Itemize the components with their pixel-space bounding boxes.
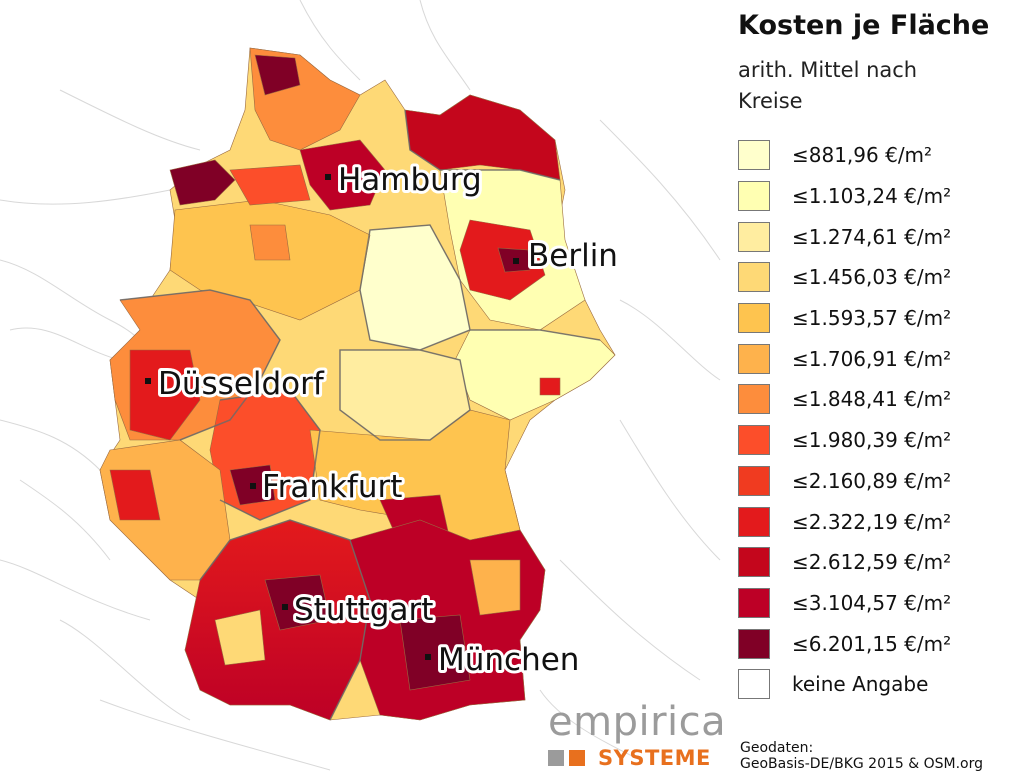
marker-hamburg — [325, 174, 331, 180]
marker-duesseldorf — [145, 378, 151, 384]
marker-berlin — [513, 258, 519, 264]
region-muenchen — [399, 614, 471, 691]
legend-item: ≤3.104,57 €/m² — [738, 583, 1018, 624]
legend-swatch — [738, 140, 770, 171]
state-borders — [119, 109, 601, 721]
legend-swatch — [738, 587, 770, 618]
legend-label: ≤881,96 €/m² — [792, 143, 933, 168]
legend-swatch — [738, 384, 770, 415]
source-line-2: GeoBasis-DE/BKG 2015 & OSM.org — [740, 756, 984, 772]
brand-name: empirica — [548, 699, 727, 745]
logo-square-orange — [569, 750, 585, 766]
legend-item: ≤1.274,61 €/m² — [738, 216, 1018, 257]
legend-swatch — [738, 465, 770, 496]
background-roads — [0, 0, 721, 771]
region-sylt — [254, 54, 301, 96]
legend-label: ≤1.456,03 €/m² — [792, 265, 952, 290]
legend-swatch — [738, 343, 770, 374]
marker-frankfurt — [250, 483, 256, 489]
region-frisia — [169, 159, 236, 206]
legend-swatch — [738, 547, 770, 578]
brand-sub: SYSTEME — [598, 746, 711, 770]
legend-swatch — [738, 628, 770, 659]
map-title: Kosten je Fläche — [738, 10, 990, 41]
region-hamburg — [299, 139, 386, 211]
legend-swatch — [738, 221, 770, 252]
legend-swatch — [738, 262, 770, 293]
region-stuttgart — [264, 574, 331, 631]
legend-item: ≤1.980,39 €/m² — [738, 420, 1018, 461]
legend-swatch — [738, 425, 770, 456]
marker-stuttgart — [282, 604, 288, 610]
city-label-frankfurt: Frankfurt — [262, 469, 402, 505]
legend-label: ≤1.103,24 €/m² — [792, 184, 952, 209]
empirica-logo: empirica SYSTEME — [548, 699, 727, 770]
legend-label: ≤1.593,57 €/m² — [792, 306, 952, 331]
legend-swatch — [738, 506, 770, 537]
legend-item: ≤2.612,59 €/m² — [738, 542, 1018, 583]
legend-label: ≤2.160,89 €/m² — [792, 468, 952, 493]
region-by-east-light — [469, 559, 521, 616]
city-label-muenchen: München — [438, 642, 579, 678]
legend-item: ≤6.201,15 €/m² — [738, 623, 1018, 664]
legend-label: ≤1.848,41 €/m² — [792, 387, 952, 412]
region-saar — [109, 469, 161, 521]
marker-muenchen — [425, 654, 431, 660]
region-dresden — [539, 377, 561, 396]
source-note: Geodaten: GeoBasis-DE/BKG 2015 & OSM.org — [740, 740, 983, 772]
germany-cost-map: Hamburg Berlin Düsseldorf Frankfurt Stut… — [0, 0, 721, 771]
legend-swatch — [738, 181, 770, 212]
legend-label: ≤6.201,15 €/m² — [792, 631, 952, 656]
legend-item: ≤2.160,89 €/m² — [738, 461, 1018, 502]
city-label-berlin: Berlin — [528, 238, 618, 274]
map-subtitle: arith. Mittel nach Kreise — [738, 58, 918, 113]
legend-item: ≤2.322,19 €/m² — [738, 501, 1018, 542]
city-label-stuttgart: Stuttgart — [294, 592, 433, 628]
city-markers — [145, 174, 519, 660]
brand-row: SYSTEME — [548, 746, 723, 770]
legend-swatch — [738, 303, 770, 334]
city-labels: Hamburg Berlin Düsseldorf Frankfurt Stut… — [155, 159, 621, 681]
legend-swatch — [738, 669, 770, 700]
region-bw-light — [214, 609, 266, 666]
legend-item: ≤1.593,57 €/m² — [738, 298, 1018, 339]
legend-item: ≤1.103,24 €/m² — [738, 176, 1018, 217]
legend-list: ≤881,96 €/m² ≤1.103,24 €/m² ≤1.274,61 €/… — [738, 135, 1018, 705]
legend-item: ≤1.848,41 €/m² — [738, 379, 1018, 420]
region-rhein-ruhr — [129, 349, 201, 441]
regions — [99, 47, 616, 721]
city-label-hamburg: Hamburg — [338, 162, 482, 198]
logo-square-gray — [548, 750, 564, 766]
legend-label: ≤1.980,39 €/m² — [792, 428, 952, 453]
legend-item: ≤1.456,03 €/m² — [738, 257, 1018, 298]
legend-item: keine Angabe — [738, 664, 1018, 705]
region-ni-red — [229, 164, 311, 206]
legend-label: ≤2.322,19 €/m² — [792, 509, 952, 534]
legend-item: ≤881,96 €/m² — [738, 135, 1018, 176]
region-bremen — [249, 224, 291, 261]
legend-label: ≤1.274,61 €/m² — [792, 224, 952, 249]
source-line-1: Geodaten: — [740, 740, 814, 756]
legend-label: keine Angabe — [792, 672, 929, 697]
legend-label: ≤1.706,91 €/m² — [792, 346, 952, 371]
map-legend: Kosten je Fläche arith. Mittel nach Krei… — [738, 10, 1018, 705]
legend-item: ≤1.706,91 €/m² — [738, 338, 1018, 379]
legend-label: ≤3.104,57 €/m² — [792, 590, 952, 615]
legend-label: ≤2.612,59 €/m² — [792, 550, 952, 575]
city-label-duesseldorf: Düsseldorf — [158, 366, 325, 402]
